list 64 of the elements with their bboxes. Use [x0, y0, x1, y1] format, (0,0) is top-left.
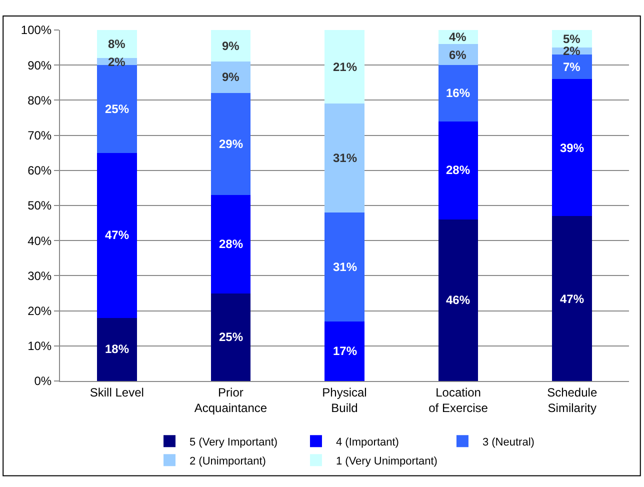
y-tick-label: 100%: [20, 23, 52, 38]
data-label: 25%: [105, 102, 130, 116]
data-label: 18%: [105, 342, 130, 356]
y-tick-label: 50%: [28, 198, 52, 213]
y-tick-label: 90%: [28, 58, 52, 72]
y-tick-label: 70%: [28, 128, 52, 142]
bar: [210, 293, 251, 381]
y-tick-label: 60%: [28, 164, 52, 178]
x-tick-label: Location of Exercise: [428, 385, 488, 415]
data-label: 6%: [449, 48, 467, 62]
data-label: 28%: [219, 237, 244, 251]
legend-label: 3 (Neutral): [482, 436, 534, 448]
x-tick-label: Physical Build: [322, 385, 367, 415]
y-tick-label: 40%: [28, 234, 52, 248]
data-label: 8%: [108, 37, 126, 51]
data-label: 2%: [108, 55, 126, 69]
data-label: 7%: [563, 60, 581, 74]
bar: [96, 30, 137, 58]
data-label: 47%: [560, 292, 584, 306]
data-label: 39%: [560, 141, 584, 155]
bar: [552, 79, 592, 216]
data-label: 17%: [333, 344, 358, 358]
data-label: 28%: [446, 163, 470, 177]
bar: [324, 321, 364, 381]
bar: [210, 194, 251, 294]
bar: [324, 104, 364, 213]
data-label: 47%: [105, 228, 130, 242]
bar: [438, 121, 478, 220]
data-label: 9%: [222, 70, 240, 84]
bar: [438, 220, 478, 381]
data-label: 5%: [563, 32, 581, 46]
bar: [210, 62, 251, 94]
y-tick-label: 0%: [34, 374, 52, 388]
data-label: 4%: [449, 30, 467, 44]
legend-label: 2 (Unimportant): [190, 455, 266, 468]
bar: [96, 318, 137, 381]
data-label: 21%: [333, 60, 358, 74]
data-label: 31%: [333, 260, 358, 274]
bar: [324, 212, 364, 322]
bar: [552, 216, 592, 381]
x-tick-label: Skill Level: [90, 385, 144, 400]
y-tick-label: 10%: [28, 339, 52, 354]
data-label: 31%: [333, 151, 358, 165]
data-label: 2%: [563, 44, 581, 58]
y-tick-label: 30%: [28, 268, 52, 283]
legend-label: 5 (Very Important): [190, 436, 278, 448]
bar: [210, 30, 251, 62]
x-tick-label: Prior Acquaintance: [194, 385, 268, 415]
legend-label: 1 (Very Unimportant): [336, 455, 438, 468]
data-label: 25%: [219, 330, 244, 344]
bar: [96, 152, 137, 318]
bar: [552, 54, 592, 80]
data-label: 46%: [446, 293, 470, 307]
bar: [210, 93, 251, 195]
y-tick-label: 80%: [28, 93, 52, 108]
bar: [324, 30, 364, 104]
x-tick-label: Schedule Similarity: [547, 385, 598, 415]
data-label: 16%: [446, 86, 470, 100]
legend-label: 4 (Important): [336, 436, 399, 448]
y-tick-label: 20%: [28, 304, 52, 318]
bar: [438, 65, 478, 122]
bar: [96, 65, 137, 153]
data-label: 29%: [219, 137, 244, 151]
data-label: 9%: [222, 39, 240, 53]
